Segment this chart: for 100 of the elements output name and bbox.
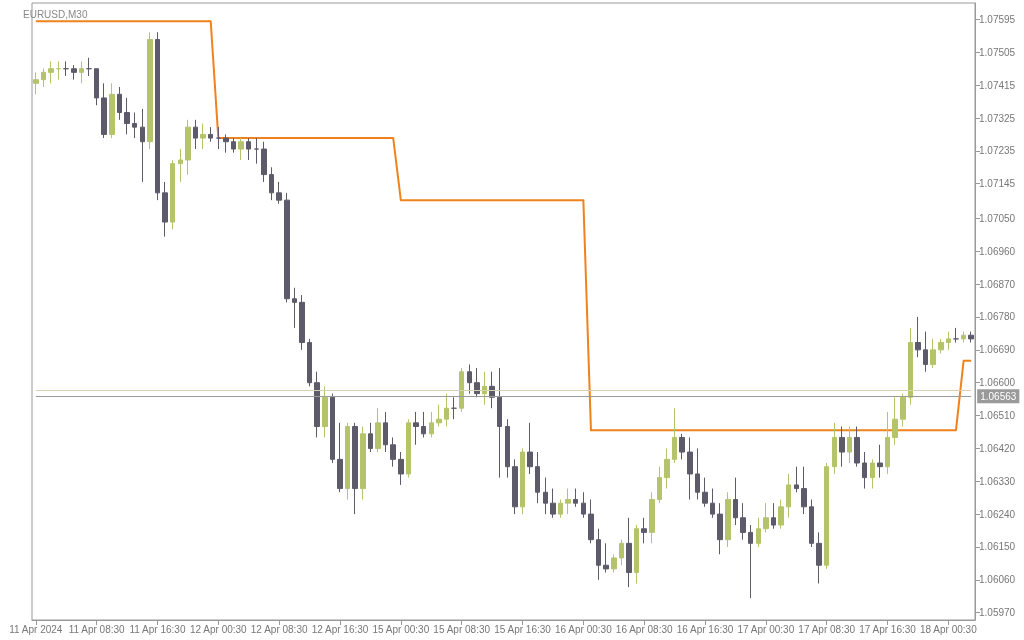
candlestick bbox=[679, 433, 685, 460]
candlestick bbox=[520, 447, 525, 515]
y-tick-label: 1.06060 bbox=[979, 574, 1016, 586]
candlestick bbox=[429, 411, 434, 438]
candlestick bbox=[330, 393, 335, 464]
candlestick bbox=[915, 316, 921, 358]
candlestick bbox=[892, 396, 898, 446]
candlestick bbox=[193, 119, 198, 150]
candlestick bbox=[854, 426, 860, 468]
candlestick bbox=[406, 418, 411, 479]
candlestick bbox=[48, 60, 54, 84]
candlestick bbox=[543, 477, 548, 515]
candlestick bbox=[938, 338, 944, 354]
y-tick-label: 1.06330 bbox=[979, 475, 1016, 487]
candlestick bbox=[345, 422, 350, 501]
candlestick bbox=[505, 418, 510, 479]
candlestick bbox=[459, 367, 464, 413]
candlestick bbox=[322, 385, 328, 438]
x-tick-label: 12 Apr 16:30 bbox=[311, 623, 369, 635]
candlestick bbox=[170, 159, 175, 230]
candlestick bbox=[86, 57, 92, 77]
x-tick-label: 12 Apr 00:30 bbox=[189, 623, 248, 635]
candlestick bbox=[565, 488, 571, 515]
candlestick bbox=[269, 166, 274, 201]
candlestick bbox=[497, 367, 502, 479]
candlestick bbox=[474, 367, 480, 398]
candlestick bbox=[771, 502, 776, 530]
candlestick bbox=[641, 517, 647, 544]
candlestick bbox=[467, 363, 472, 395]
y-tick-label: 1.07235 bbox=[979, 145, 1016, 157]
candlestick bbox=[231, 137, 236, 154]
candlestick bbox=[535, 451, 540, 504]
candlestick bbox=[717, 502, 723, 555]
candlestick bbox=[238, 137, 244, 161]
candlestick bbox=[839, 426, 845, 468]
y-tick-label: 1.07325 bbox=[979, 112, 1016, 124]
candlestick bbox=[794, 466, 799, 493]
candlestick bbox=[94, 68, 99, 106]
y-tick-label: 1.07050 bbox=[979, 212, 1016, 224]
candlestick bbox=[109, 82, 115, 139]
x-tick-label: 15 Apr 00:30 bbox=[372, 623, 430, 635]
candlestick bbox=[930, 338, 936, 369]
candlestick bbox=[307, 338, 312, 387]
candlestick bbox=[79, 60, 84, 84]
candlestick bbox=[778, 499, 784, 530]
candlestick bbox=[649, 491, 655, 544]
x-tick-label: 15 Apr 08:30 bbox=[433, 623, 491, 635]
candlestick bbox=[877, 444, 883, 479]
candlestick bbox=[664, 447, 670, 490]
candlestick bbox=[33, 71, 39, 95]
candlestick bbox=[398, 451, 404, 486]
candlestick bbox=[695, 447, 700, 501]
x-tick-label: 17 Apr 08:30 bbox=[798, 623, 856, 635]
y-tick-label: 1.06690 bbox=[979, 344, 1016, 356]
candlestick bbox=[223, 133, 229, 154]
candlestick bbox=[185, 119, 191, 176]
candlestick bbox=[261, 141, 267, 183]
x-tick-label: 12 Apr 08:30 bbox=[250, 623, 308, 635]
x-tick-label: 15 Apr 16:30 bbox=[494, 623, 552, 635]
candlestick bbox=[117, 86, 122, 121]
candlestick bbox=[588, 499, 594, 544]
candlestick bbox=[626, 517, 632, 588]
candlestick bbox=[740, 502, 746, 541]
candlestick bbox=[763, 502, 769, 533]
candlestick bbox=[786, 473, 791, 519]
candlestick bbox=[725, 491, 731, 548]
candlestick bbox=[923, 331, 928, 373]
candlestick bbox=[611, 553, 617, 574]
candlestick bbox=[140, 108, 145, 183]
candlestick bbox=[885, 411, 890, 475]
ref-line-label: 1.06563 bbox=[980, 390, 1017, 402]
candlestick bbox=[147, 31, 153, 150]
candlestick bbox=[413, 411, 419, 446]
candlestick bbox=[383, 411, 388, 453]
candlestick bbox=[512, 458, 518, 515]
y-tick-label: 1.06150 bbox=[979, 541, 1016, 553]
candlestick bbox=[527, 422, 533, 475]
y-tick-label: 1.07415 bbox=[979, 79, 1016, 91]
candlestick bbox=[908, 327, 913, 406]
candlestick bbox=[337, 422, 343, 493]
candlestick bbox=[862, 451, 867, 490]
candlestick bbox=[375, 407, 381, 453]
candlestick bbox=[436, 404, 442, 427]
candlestick bbox=[657, 466, 662, 504]
candlestick bbox=[809, 499, 814, 548]
x-tick-label: 11 Apr 2024 bbox=[9, 623, 63, 635]
candlestick bbox=[824, 462, 829, 570]
candlestick bbox=[421, 411, 426, 438]
candlestick bbox=[847, 426, 852, 464]
candlestick bbox=[687, 436, 693, 501]
candlestick bbox=[619, 539, 624, 566]
candlestick bbox=[832, 422, 837, 475]
candlestick bbox=[953, 327, 959, 344]
candlestick bbox=[352, 422, 358, 515]
candlestick bbox=[451, 396, 457, 420]
candlestick bbox=[299, 294, 305, 351]
y-tick-label: 1.06420 bbox=[979, 442, 1016, 454]
candlestick bbox=[200, 122, 206, 150]
candlestick bbox=[482, 371, 487, 406]
candlestick bbox=[444, 393, 449, 427]
